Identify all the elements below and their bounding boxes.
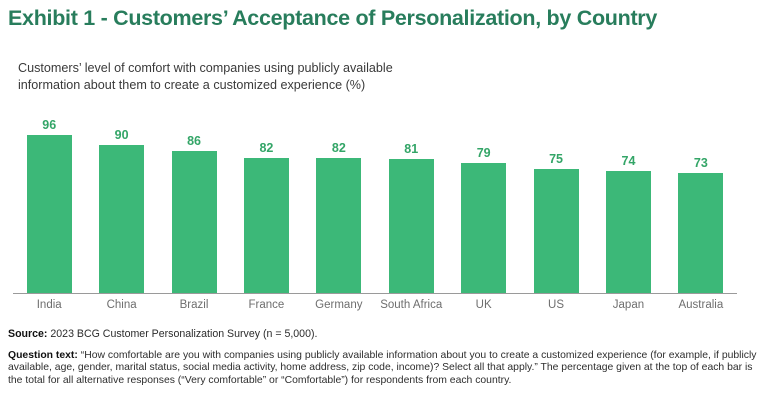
category-label: Japan: [612, 299, 645, 311]
category-label: UK: [475, 299, 492, 311]
bar: [316, 157, 362, 293]
bar: [605, 170, 651, 293]
bar-value-label: 82: [259, 140, 274, 155]
question-text: “How comfortable are you with companies …: [8, 350, 757, 386]
category-label: India: [36, 299, 62, 311]
bar-value-label: 90: [114, 127, 129, 142]
bar-value-label: 79: [476, 145, 491, 160]
bar: [533, 169, 579, 293]
category-label: China: [106, 299, 137, 311]
chart-subtitle: Customers’ level of comfort with compani…: [18, 61, 393, 92]
category-label: US: [548, 299, 565, 311]
source-note: Source: 2023 BCG Customer Personalizatio…: [8, 328, 317, 340]
bar-column: 90: [85, 114, 157, 293]
source-text: 2023 BCG Customer Personalization Survey…: [47, 328, 318, 340]
bar: [243, 157, 289, 293]
category-label: Germany: [315, 299, 363, 311]
bar-column: 82: [230, 114, 302, 293]
source-label: Source:: [8, 328, 48, 340]
category-label: Brazil: [179, 299, 209, 311]
bar: [678, 172, 724, 293]
bar-column: 73: [665, 114, 737, 293]
bar: [99, 144, 145, 293]
bar-value-label: 96: [42, 117, 57, 132]
bar-column: 82: [303, 114, 375, 293]
category-label: France: [248, 299, 285, 311]
bar: [388, 159, 434, 293]
bar-value-label: 74: [621, 153, 636, 168]
bar: [171, 151, 217, 293]
bar-column: 86: [158, 114, 230, 293]
question-note: Question text: “How comfortable are you …: [8, 350, 763, 387]
category-label: South Africa: [380, 299, 443, 311]
bar-value-label: 86: [187, 134, 201, 149]
bar-value-label: 81: [404, 142, 419, 157]
bar: [26, 134, 72, 293]
page-title: Exhibit 1 - Customers’ Acceptance of Per…: [8, 6, 658, 30]
bar-column: 81: [375, 114, 447, 293]
bar-column: 75: [520, 114, 592, 293]
bar-value-label: 73: [693, 155, 708, 170]
bar-column: 79: [447, 114, 519, 293]
category-axis: India China Brazil France Germany South Afric…: [13, 299, 737, 311]
bar-column: 96: [13, 114, 85, 293]
bar: [461, 162, 507, 293]
bar-value-label: 82: [331, 140, 346, 155]
bar-value-label: 75: [549, 152, 563, 167]
question-label: Question text:: [8, 350, 78, 361]
bar-chart: 96 90 86 82 82 81 79 75 74 73: [13, 114, 737, 294]
bar-column: 74: [592, 114, 664, 293]
category-label: Australia: [678, 299, 724, 311]
